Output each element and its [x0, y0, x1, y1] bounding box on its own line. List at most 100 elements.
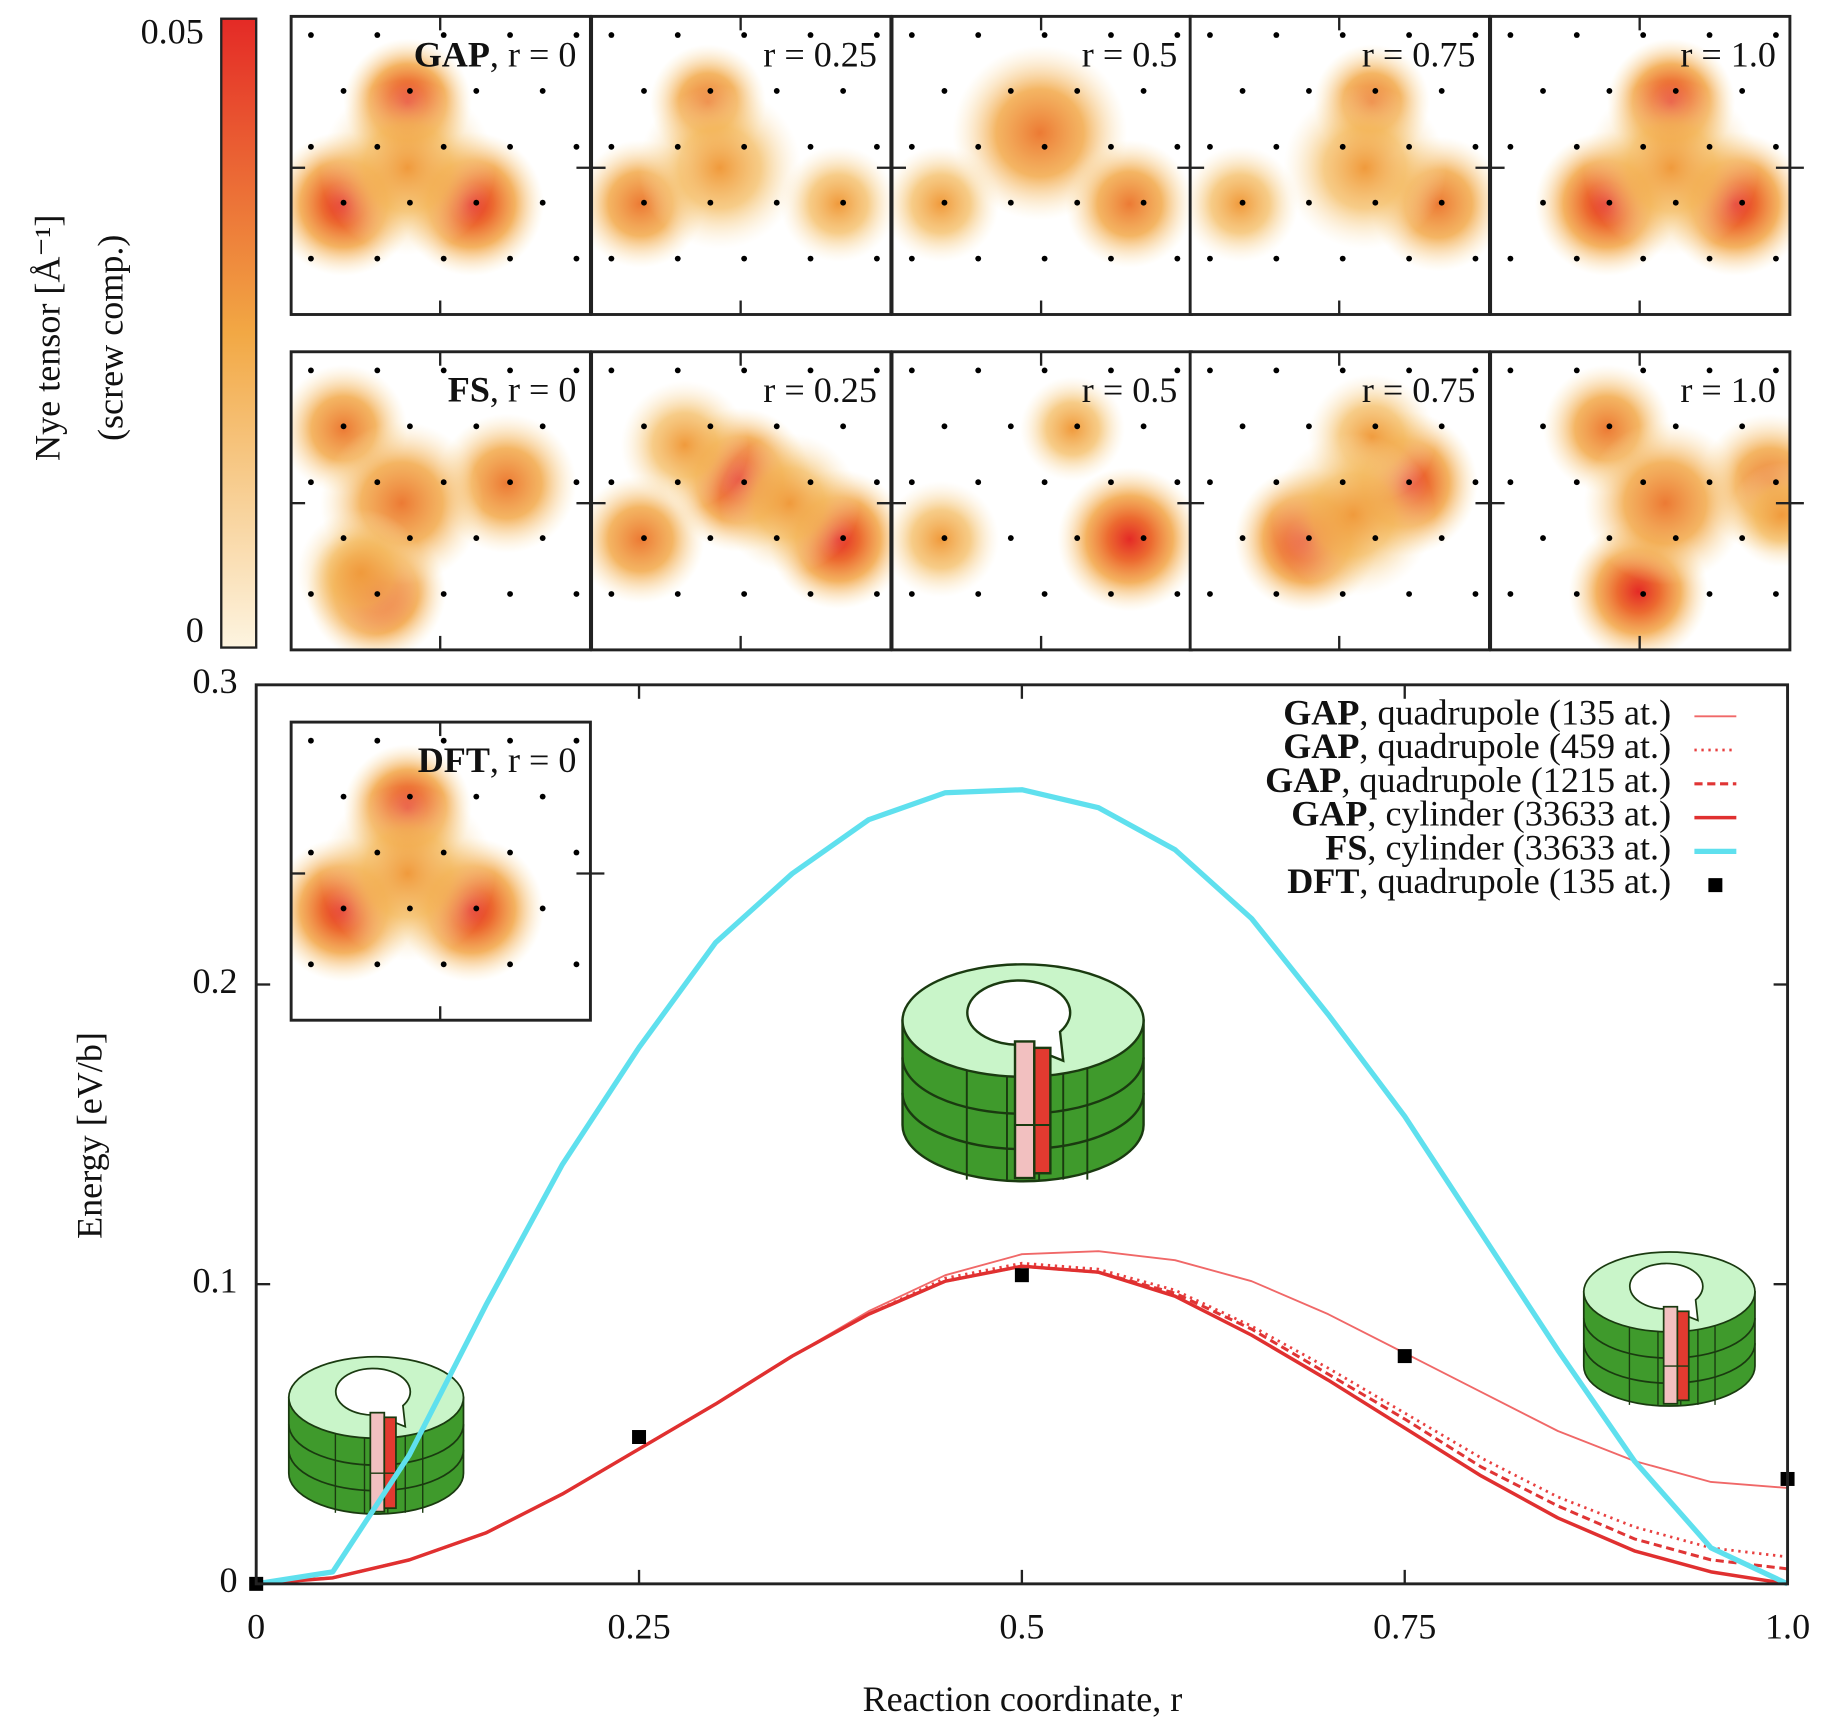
atom-dot — [440, 849, 447, 856]
cylinder-slit — [1662, 1305, 1679, 1405]
atom-dot — [407, 535, 413, 542]
atom-dot — [1239, 535, 1246, 542]
atom-dot — [1672, 199, 1679, 206]
atom-dot — [340, 87, 347, 94]
atom-dot — [308, 367, 314, 374]
cylinder-icon — [1582, 1251, 1756, 1407]
atom-dot — [807, 255, 814, 262]
heatmap-panel — [591, 16, 891, 315]
atom-dot — [1640, 143, 1647, 150]
atom-dot — [773, 423, 780, 430]
atom-dot — [1372, 199, 1379, 206]
density-blob — [780, 145, 891, 263]
atom-dot — [1507, 143, 1514, 150]
atom-dot — [1472, 479, 1479, 486]
atom-dot — [1007, 87, 1014, 94]
atom-dot — [1108, 255, 1114, 262]
panel-label: r = 0.5 — [1082, 370, 1178, 410]
atom-dot — [473, 535, 480, 542]
atom-dot — [1140, 199, 1147, 206]
atom-dot — [840, 423, 847, 430]
atom-dot — [1507, 255, 1514, 262]
heatmap-panel — [1490, 351, 1790, 650]
atom-dot — [507, 367, 513, 374]
atom-dot — [1207, 591, 1213, 597]
atom-dot — [1339, 32, 1346, 38]
atom-dot — [873, 32, 880, 38]
panel-label: r = 1.0 — [1680, 35, 1776, 75]
atom-dot — [840, 87, 847, 94]
atom-dot — [1174, 591, 1181, 597]
atom-dot — [374, 737, 381, 744]
atom-dot — [641, 87, 647, 94]
atom-dot — [308, 961, 314, 968]
atom-dot — [1207, 255, 1213, 262]
density-blob — [320, 80, 495, 256]
atom-dot — [1207, 143, 1213, 150]
atom-dot — [1239, 423, 1246, 430]
density-blob — [1583, 421, 1747, 585]
y-tick-label: 0.2 — [192, 961, 237, 1001]
atom-dot — [941, 199, 948, 206]
atom-dot — [340, 535, 347, 542]
atom-dot — [539, 793, 546, 800]
atom-dot — [440, 479, 447, 486]
atom-dot — [473, 793, 480, 800]
y-tick-label: 0.1 — [192, 1260, 237, 1300]
atom-dot — [1438, 535, 1445, 542]
atom-dot — [608, 591, 615, 597]
atom-dot — [1140, 87, 1147, 94]
density-blob — [1729, 462, 1790, 568]
atom-dot — [1306, 535, 1312, 542]
atom-dot — [908, 367, 915, 374]
atom-dot — [440, 591, 447, 597]
colorbar-tick-label: 0.05 — [141, 11, 204, 51]
y-tick-label: 0 — [220, 1560, 238, 1600]
atom-dot — [975, 479, 982, 486]
atom-dot — [1640, 591, 1647, 597]
atom-dot — [539, 87, 546, 94]
atom-dot — [507, 591, 513, 597]
atom-dot — [1239, 199, 1246, 206]
density-blob — [296, 508, 426, 638]
atom-dot — [340, 905, 347, 912]
atom-dot — [773, 535, 780, 542]
atom-dot — [440, 255, 447, 262]
atom-dot — [1606, 423, 1613, 430]
atom-dot — [573, 255, 580, 262]
atom-dot — [374, 367, 381, 374]
cylinder-hole — [334, 1367, 412, 1428]
cylinder-slit — [1013, 1040, 1036, 1180]
atom-dot — [440, 961, 447, 968]
x-axis-label: Reaction coordinate, r — [863, 1679, 1183, 1719]
atom-dot — [1306, 87, 1312, 94]
atom-dot — [608, 255, 615, 262]
cylinder-icon — [901, 963, 1145, 1183]
atom-dot — [473, 199, 480, 206]
atom-dot — [1540, 423, 1546, 430]
line — [256, 1261, 1788, 1586]
atom-dot — [1108, 591, 1114, 597]
atom-dot — [1372, 535, 1379, 542]
legend-label: GAP, quadrupole (459 at.) — [1283, 726, 1671, 766]
y-axis-label: Energy [eV/b] — [69, 1032, 109, 1239]
x-tick-label: 0.25 — [607, 1607, 670, 1647]
atom-dot — [507, 737, 513, 744]
atom-dot — [1108, 32, 1114, 38]
atom-dot — [873, 591, 880, 597]
colorbar — [220, 17, 258, 649]
atom-dot — [308, 479, 314, 486]
atom-dot — [1339, 591, 1346, 597]
atom-dot — [1372, 423, 1379, 430]
heatmap-panel — [1490, 16, 1790, 315]
atom-dot — [1540, 535, 1546, 542]
atom-dot — [707, 423, 714, 430]
atom-dot — [975, 255, 982, 262]
cylinder-icon — [287, 1355, 465, 1515]
atom-dot — [908, 255, 915, 262]
atom-dot — [1174, 479, 1181, 486]
atom-dot — [674, 367, 681, 374]
atom-dot — [1174, 32, 1181, 38]
legend-label: GAP, quadrupole (135 at.) — [1283, 693, 1671, 733]
